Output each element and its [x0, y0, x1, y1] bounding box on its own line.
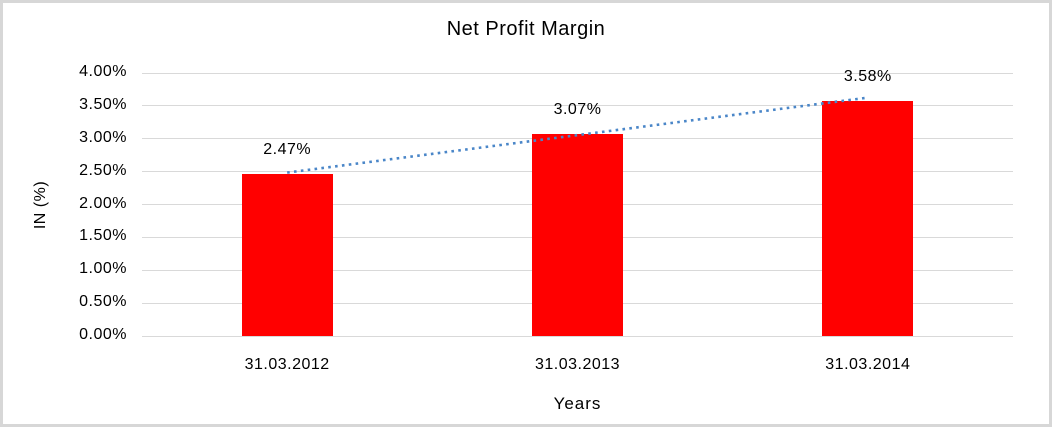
gridline	[142, 72, 1013, 74]
y-axis-tick-label: 3.50%	[79, 95, 127, 113]
x-axis-category-label: 31.03.2012	[244, 356, 330, 373]
y-axis-tick-label: 2.50%	[79, 161, 127, 179]
y-axis-tick-label: 1.00%	[79, 260, 127, 278]
y-axis-tick-label: 0.00%	[79, 326, 127, 343]
y-axis-tick-label: 1.50%	[79, 227, 127, 245]
y-axis-tick-label: 4.00%	[79, 63, 127, 80]
chart-title: Net Profit Margin	[446, 18, 606, 40]
bar-31.03.2014	[822, 100, 914, 336]
y-axis-tick-label: 3.00%	[79, 128, 127, 146]
bar-31.03.2012	[241, 173, 333, 336]
x-axis-category-label: 31.03.2013	[534, 356, 621, 373]
x-axis-title: Years	[553, 394, 602, 413]
y-axis-tick-label: 0.50%	[79, 293, 127, 311]
bar-value-label: 3.07%	[553, 101, 602, 119]
bar-31.03.2013	[532, 134, 623, 336]
bar-value-label: 2.47%	[263, 140, 312, 158]
x-axis-category-label: 31.03.2014	[825, 356, 911, 373]
bar-value-label: 3.58%	[843, 67, 892, 85]
gridline	[142, 335, 1013, 337]
y-axis-title: IN (%)	[32, 180, 49, 230]
y-axis-tick-label: 2.00%	[79, 194, 127, 212]
